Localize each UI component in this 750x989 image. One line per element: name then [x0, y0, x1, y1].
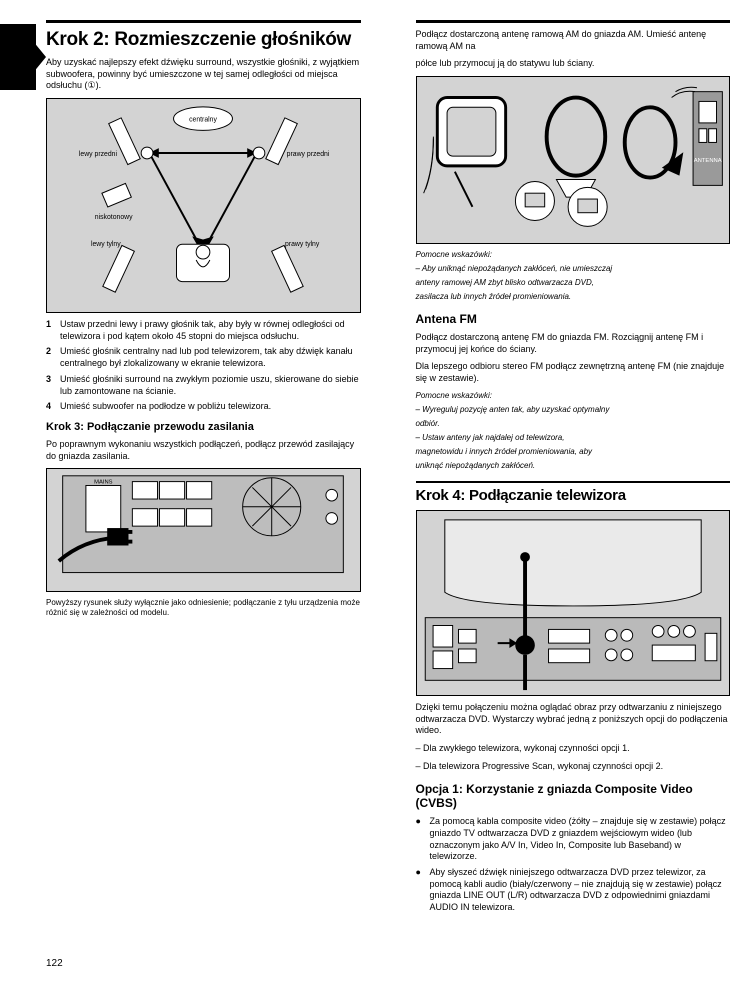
step2-step-3: Umieść głośniki surround na zwykłym pozi…	[46, 374, 361, 397]
step2-steps: Ustaw przedni lewy i prawy głośnik tak, …	[46, 319, 361, 413]
option1-bullet-1: Za pomocą kabla composite video (żółty –…	[416, 816, 731, 863]
am-tips-title: Pomocne wskazówki:	[416, 250, 731, 260]
power-cable-diagram: MAINS	[46, 468, 361, 592]
step4-opt1: – Dla zwykłego telewizora, wykonaj czynn…	[416, 743, 731, 755]
step2-step-1: Ustaw przedni lewy i prawy głośnik tak, …	[46, 319, 361, 342]
fm-tip4: magnetowidu i innych źródeł promieniowan…	[416, 447, 731, 457]
svg-text:centralny: centralny	[189, 116, 217, 123]
svg-text:prawy tylny: prawy tylny	[285, 241, 320, 248]
step4-title: Krok 4: Podłączanie telewizora	[416, 487, 731, 504]
side-tab-marker	[0, 24, 36, 90]
speaker-placement-diagram: centralny lewy przedni prawy przedni	[46, 98, 361, 313]
section-rule-right	[416, 20, 731, 23]
fm-tip2: odbiór.	[416, 419, 731, 429]
am-antenna-diagram: ANTENNA	[416, 76, 731, 244]
am-tip-a: – Aby uniknąć niepożądanych zakłóceń, ni…	[416, 264, 731, 274]
option1-title: Opcja 1: Korzystanie z gniazda Composite…	[416, 782, 731, 810]
option1-list: Za pomocą kabla composite video (żółty –…	[416, 816, 731, 914]
fm-tip1: – Wyreguluj pozycję anten tak, aby uzysk…	[416, 405, 731, 415]
fm-title: Antena FM	[416, 312, 731, 326]
svg-text:MAINS: MAINS	[94, 480, 112, 486]
am-tip-c: zasilacza lub innych źródeł promieniowan…	[416, 292, 731, 302]
page-content: Krok 2: Rozmieszczenie głośników Aby uzy…	[46, 20, 730, 989]
page-number: 122	[46, 958, 63, 969]
svg-text:lewy tylny: lewy tylny	[91, 241, 121, 248]
svg-text:ANTENNA: ANTENNA	[693, 158, 721, 164]
step2-step-2: Umieść głośnik centralny nad lub pod tel…	[46, 346, 361, 369]
am-line1: Podłącz dostarczoną antenę ramową AM do …	[416, 29, 731, 52]
option1-bullet-2: Aby słyszeć dźwięk niniejszego odtwarzac…	[416, 867, 731, 914]
step4-rule	[416, 481, 731, 483]
svg-text:niskotonowy: niskotonowy	[95, 213, 133, 220]
am-line2: półce lub przymocuj ją do statywu lub śc…	[416, 58, 731, 70]
am-tip-b: anteny ramowej AM zbyt blisko odtwarzacz…	[416, 278, 731, 288]
step3-p1: Po poprawnym wykonaniu wszystkich podłąc…	[46, 439, 361, 462]
step3-note: Powyższy rysunek służy wyłącznie jako od…	[46, 598, 361, 618]
fm-p1: Podłącz dostarczoną antenę FM do gniazda…	[416, 332, 731, 355]
step4-intro: Dzięki temu połączeniu można oglądać obr…	[416, 702, 731, 737]
fm-tip5: uniknąć niepożądanych zakłóceń.	[416, 461, 731, 471]
fm-p2: Dla lepszego odbioru stereo FM podłącz z…	[416, 361, 731, 384]
section-rule	[46, 20, 361, 23]
svg-text:lewy przedni: lewy przedni	[79, 150, 118, 157]
step2-intro: Aby uzyskać najlepszy efekt dźwięku surr…	[46, 57, 361, 92]
step4-opt2: – Dla telewizora Progressive Scan, wykon…	[416, 761, 731, 773]
step2-title: Krok 2: Rozmieszczenie głośników	[46, 29, 361, 51]
left-column: Krok 2: Rozmieszczenie głośników Aby uzy…	[46, 20, 361, 918]
fm-tip3: – Ustaw anteny jak najdalej od telewizor…	[416, 433, 731, 443]
right-column: Podłącz dostarczoną antenę ramową AM do …	[416, 20, 731, 918]
svg-text:prawy przedni: prawy przedni	[287, 150, 330, 157]
tv-connection-diagram	[416, 510, 731, 696]
fm-tips-title: Pomocne wskazówki:	[416, 391, 731, 401]
step3-title: Krok 3: Podłączanie przewodu zasilania	[46, 421, 361, 433]
step2-step-4: Umieść subwoofer na podłodze w pobliżu t…	[46, 401, 361, 413]
